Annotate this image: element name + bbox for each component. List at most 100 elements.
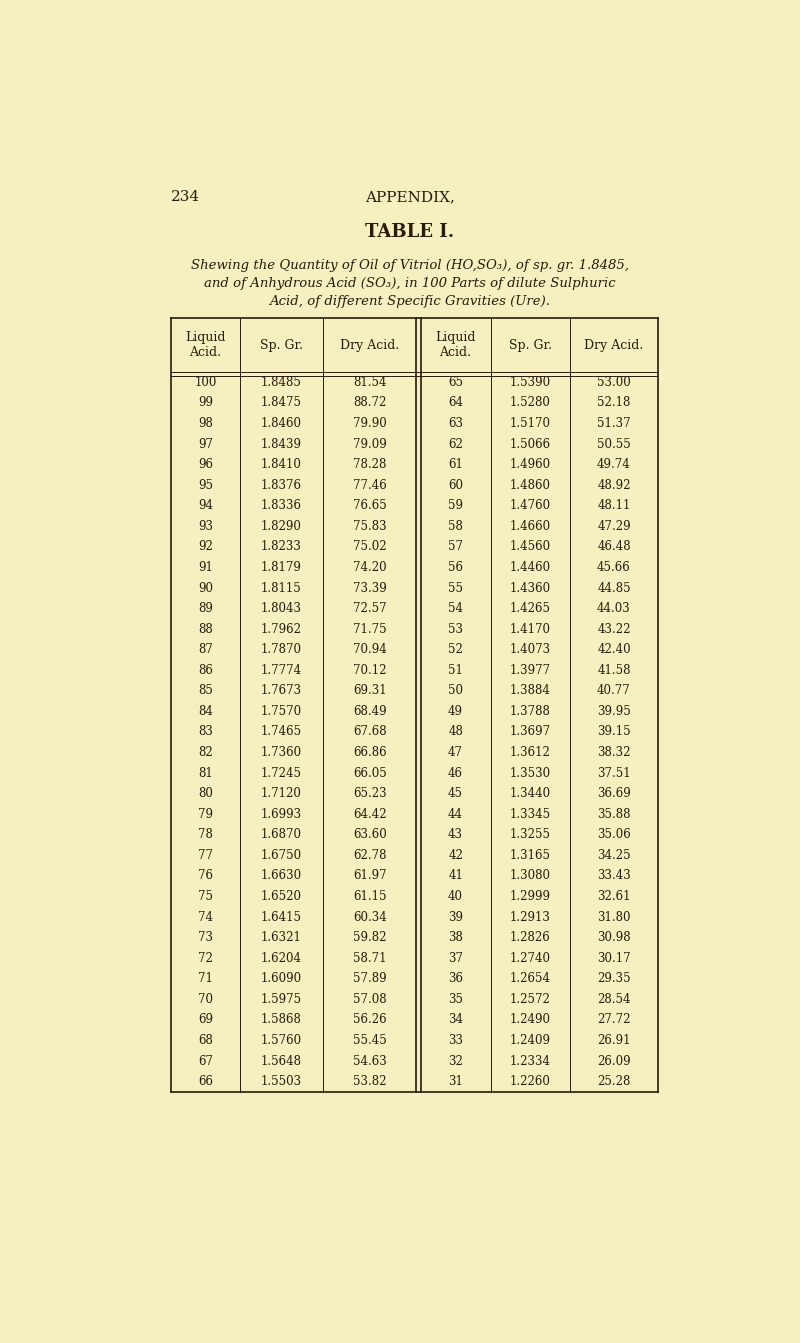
- Text: 91: 91: [198, 561, 213, 573]
- Text: 1.2913: 1.2913: [510, 911, 550, 924]
- Text: 1.2654: 1.2654: [510, 972, 550, 986]
- Text: APPENDIX,: APPENDIX,: [365, 191, 455, 204]
- Text: 58: 58: [448, 520, 463, 533]
- Text: 1.4360: 1.4360: [510, 582, 551, 595]
- Text: 43: 43: [448, 829, 463, 841]
- Text: 67.68: 67.68: [353, 725, 386, 739]
- Text: 75: 75: [198, 890, 213, 902]
- Text: 1.8290: 1.8290: [261, 520, 302, 533]
- Text: 1.2740: 1.2740: [510, 952, 550, 964]
- Text: 77: 77: [198, 849, 213, 862]
- Text: 34: 34: [448, 1014, 463, 1026]
- Text: 92: 92: [198, 540, 213, 553]
- Text: 1.3165: 1.3165: [510, 849, 550, 862]
- Text: 31: 31: [448, 1076, 463, 1088]
- Text: 37: 37: [448, 952, 463, 964]
- Text: 43.22: 43.22: [598, 623, 630, 635]
- Text: 47: 47: [448, 747, 463, 759]
- Text: 1.5975: 1.5975: [261, 992, 302, 1006]
- Text: 57: 57: [448, 540, 463, 553]
- Text: 34.25: 34.25: [597, 849, 630, 862]
- Text: 1.6415: 1.6415: [261, 911, 302, 924]
- Text: 52: 52: [448, 643, 463, 657]
- Text: 234: 234: [171, 191, 201, 204]
- Text: 1.3440: 1.3440: [510, 787, 551, 800]
- Text: 74.20: 74.20: [353, 561, 386, 573]
- Text: 71: 71: [198, 972, 213, 986]
- Text: 31.80: 31.80: [598, 911, 630, 924]
- Text: 46.48: 46.48: [597, 540, 630, 553]
- Text: 30.98: 30.98: [597, 931, 630, 944]
- Text: 1.3788: 1.3788: [510, 705, 550, 719]
- Text: and of Anhydrous Acid (SO₃), in 100 Parts of dilute Sulphuric: and of Anhydrous Acid (SO₃), in 100 Part…: [204, 277, 616, 290]
- Text: 35.06: 35.06: [597, 829, 631, 841]
- Text: 1.2826: 1.2826: [510, 931, 550, 944]
- Text: 32: 32: [448, 1054, 463, 1068]
- Text: 1.5280: 1.5280: [510, 396, 550, 410]
- Text: 25.28: 25.28: [598, 1076, 630, 1088]
- Text: 67: 67: [198, 1054, 213, 1068]
- Text: 1.7673: 1.7673: [261, 685, 302, 697]
- Text: 61.15: 61.15: [353, 890, 386, 902]
- Text: 40: 40: [448, 890, 463, 902]
- Text: 78.28: 78.28: [353, 458, 386, 471]
- Text: 65.23: 65.23: [353, 787, 386, 800]
- Text: 1.5648: 1.5648: [261, 1054, 302, 1068]
- Text: 61: 61: [448, 458, 463, 471]
- Text: 1.4460: 1.4460: [510, 561, 551, 573]
- Text: 65: 65: [448, 376, 463, 389]
- Text: 36: 36: [448, 972, 463, 986]
- Text: 39.95: 39.95: [597, 705, 631, 719]
- Text: 61.97: 61.97: [353, 869, 386, 882]
- Text: 1.4860: 1.4860: [510, 478, 550, 492]
- Text: 1.6204: 1.6204: [261, 952, 302, 964]
- Text: 40.77: 40.77: [597, 685, 631, 697]
- Text: 50: 50: [448, 685, 463, 697]
- Text: 59.82: 59.82: [353, 931, 386, 944]
- Text: 1.4560: 1.4560: [510, 540, 551, 553]
- Text: 58.71: 58.71: [353, 952, 386, 964]
- Text: 1.8115: 1.8115: [261, 582, 302, 595]
- Text: 1.6090: 1.6090: [261, 972, 302, 986]
- Text: 99: 99: [198, 396, 213, 410]
- Text: 94: 94: [198, 500, 213, 512]
- Text: 41: 41: [448, 869, 463, 882]
- Text: Sp. Gr.: Sp. Gr.: [260, 338, 303, 352]
- Text: Liquid
Acid.: Liquid Acid.: [185, 332, 226, 359]
- Text: 69: 69: [198, 1014, 213, 1026]
- Text: 1.8475: 1.8475: [261, 396, 302, 410]
- Text: 83: 83: [198, 725, 213, 739]
- Text: 33: 33: [448, 1034, 463, 1048]
- Text: 1.7120: 1.7120: [261, 787, 302, 800]
- Text: 79: 79: [198, 807, 213, 821]
- Text: 97: 97: [198, 438, 213, 451]
- Text: 1.5170: 1.5170: [510, 418, 550, 430]
- Text: 1.4073: 1.4073: [510, 643, 551, 657]
- Text: 35: 35: [448, 992, 463, 1006]
- Text: 79.90: 79.90: [353, 418, 386, 430]
- Text: 46: 46: [448, 767, 463, 780]
- Text: 1.8336: 1.8336: [261, 500, 302, 512]
- Text: 1.6870: 1.6870: [261, 829, 302, 841]
- Text: 27.72: 27.72: [598, 1014, 630, 1026]
- Text: 85: 85: [198, 685, 213, 697]
- Text: 1.3530: 1.3530: [510, 767, 551, 780]
- Text: 45.66: 45.66: [597, 561, 631, 573]
- Text: 72.57: 72.57: [353, 602, 386, 615]
- Text: 73: 73: [198, 931, 213, 944]
- Text: 30.17: 30.17: [597, 952, 630, 964]
- Text: 72: 72: [198, 952, 213, 964]
- Text: 36.69: 36.69: [597, 787, 631, 800]
- Text: 63.60: 63.60: [353, 829, 386, 841]
- Text: 28.54: 28.54: [598, 992, 630, 1006]
- Text: 49: 49: [448, 705, 463, 719]
- Text: 70.94: 70.94: [353, 643, 386, 657]
- Text: 44: 44: [448, 807, 463, 821]
- Text: 1.7570: 1.7570: [261, 705, 302, 719]
- Text: 70: 70: [198, 992, 213, 1006]
- Text: 62: 62: [448, 438, 463, 451]
- Text: 76.65: 76.65: [353, 500, 386, 512]
- Text: 88.72: 88.72: [353, 396, 386, 410]
- Text: 39: 39: [448, 911, 463, 924]
- Text: 1.6321: 1.6321: [261, 931, 302, 944]
